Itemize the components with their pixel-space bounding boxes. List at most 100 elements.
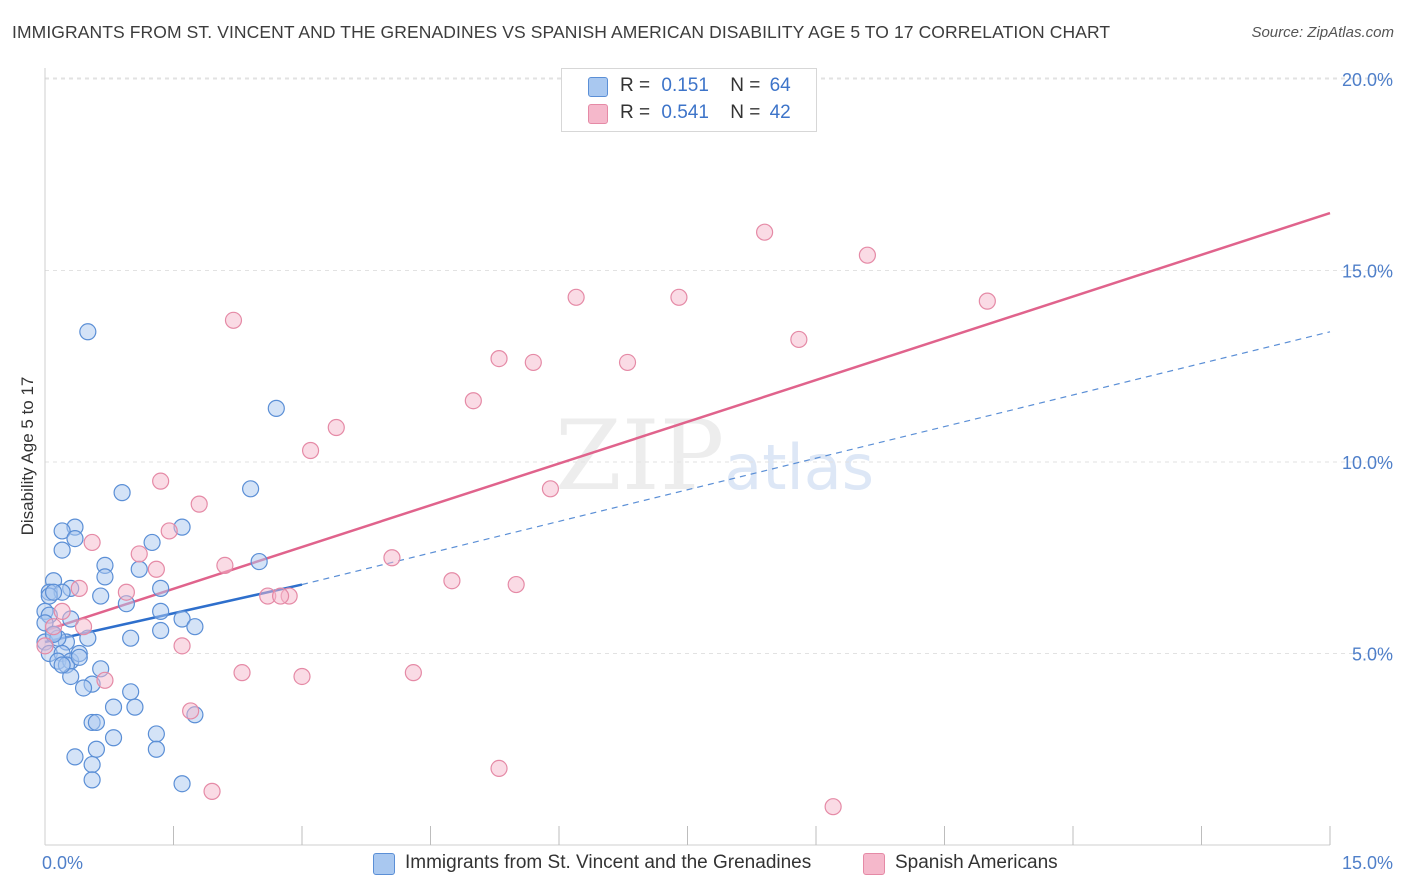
data-point-spanish [567,288,585,306]
data-point-immigrants [126,698,144,716]
data-point-immigrants [96,568,114,586]
legend-r-label: R = [620,75,651,96]
data-point-spanish [53,602,71,620]
data-point-spanish [755,223,774,241]
data-point-spanish [293,667,311,686]
data-point-immigrants [152,579,170,597]
data-point-immigrants [242,480,260,498]
legend-swatch-spanish [588,104,608,124]
data-point-immigrants [173,610,191,628]
tick-labels: 5.0% 10.0% 15.0% 20.0% 0.0% 15.0% [42,70,1393,873]
legend-r-value: 0.541 [661,102,709,123]
data-point-spanish [70,579,88,597]
data-point-immigrants [66,748,84,766]
trend-immigrants [44,331,1331,644]
data-point-immigrants [70,648,88,666]
data-point-immigrants [53,541,71,559]
data-point-immigrants [122,683,140,701]
watermark-atlas: atlas [724,431,875,504]
data-point-spanish [524,353,542,372]
data-point-spanish [117,583,135,601]
data-point-immigrants [79,323,97,341]
data-point-immigrants [113,484,131,502]
correlation-legend: R = 0.151 N = 64 R = 0.541 N = 42 [561,68,817,132]
data-point-immigrants [87,740,106,758]
legend-n-value: 42 [769,102,791,123]
data-point-immigrants [147,725,165,743]
data-point-immigrants [83,771,101,789]
data-point-immigrants [173,775,191,793]
data-point-spanish [190,495,208,513]
y-tick-label: 5.0% [1352,645,1393,665]
data-point-spanish [404,664,422,682]
data-point-immigrants [92,587,110,605]
data-point-spanish [74,618,93,636]
points-immigrants [36,323,285,793]
data-point-spanish [182,702,200,720]
data-point-spanish [490,349,508,368]
trend-spanish [44,211,1331,632]
data-point-spanish [790,330,808,349]
data-point-spanish [541,480,560,498]
chart-title: IMMIGRANTS FROM ST. VINCENT AND THE GREN… [12,22,1111,42]
data-point-spanish [233,664,251,682]
data-point-spanish [160,522,178,540]
data-point-immigrants [186,618,204,636]
data-point-spanish [130,545,148,563]
data-point-immigrants [147,740,165,758]
data-point-spanish [383,549,401,567]
data-point-spanish [443,572,461,590]
data-point-immigrants [104,729,123,747]
bottom-legend-swatch-immigrants [373,853,395,875]
trend-line-dashed [301,331,1331,586]
data-point-spanish [301,441,320,460]
data-point-spanish [464,392,482,410]
data-point-spanish [147,560,165,578]
data-point-spanish [224,311,243,329]
data-point-immigrants [87,713,106,732]
data-point-spanish [44,618,63,636]
data-point-spanish [978,292,996,310]
data-point-spanish [203,782,221,800]
data-point-immigrants [53,522,71,540]
data-point-immigrants [66,529,84,548]
bottom-legend-label-immigrants: Immigrants from St. Vincent and the Gren… [405,852,812,873]
data-point-immigrants [83,755,101,774]
axes [44,68,1331,846]
data-point-spanish [670,288,688,306]
data-point-spanish [490,759,508,778]
data-point-spanish [96,671,114,689]
y-tick-label: 15.0% [1342,262,1393,282]
data-point-spanish [858,246,877,264]
bottom-legend-label-spanish: Spanish Americans [895,852,1058,873]
points-spanish [36,223,996,816]
y-tick-label: 10.0% [1342,453,1393,473]
data-point-spanish [327,418,345,437]
legend-n-value: 64 [769,75,791,96]
data-point-immigrants [267,399,285,417]
legend-swatch-immigrants [588,77,608,97]
data-point-spanish [173,637,191,655]
data-point-immigrants [53,656,71,674]
data-point-spanish [618,353,637,372]
data-point-spanish [83,533,101,552]
bottom-legend-swatch-spanish [863,853,885,875]
data-point-immigrants [143,533,161,552]
legend-r-label: R = [620,102,651,123]
data-point-spanish [271,587,290,605]
data-point-spanish [824,798,842,816]
data-point-spanish [507,575,525,594]
data-point-immigrants [250,552,268,571]
source-label: Source: ZipAtlas.com [1251,24,1394,41]
data-point-immigrants [152,602,170,620]
legend-r-value: 0.151 [661,75,709,96]
data-point-spanish [36,637,54,655]
x-tick-label: 15.0% [1342,853,1393,873]
data-point-immigrants [152,621,170,640]
data-point-immigrants [74,679,93,697]
legend-n-label: N = [730,102,761,123]
data-point-immigrants [122,629,140,647]
y-tick-label: 20.0% [1342,70,1393,90]
y-axis-title: Disability Age 5 to 17 [18,377,37,536]
